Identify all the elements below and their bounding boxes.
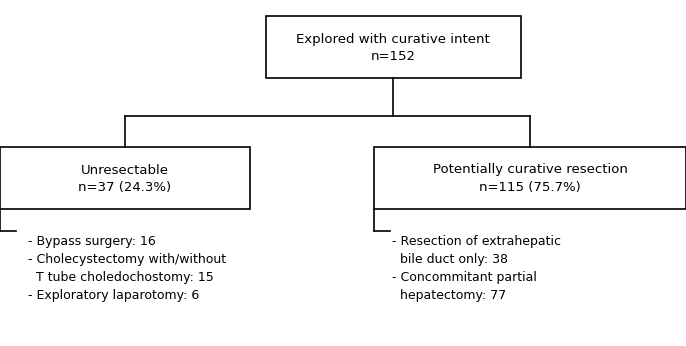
Text: n=115 (75.7%): n=115 (75.7%) [479,182,581,194]
Bar [374,147,686,209]
Text: - Resection of extrahepatic
  bile duct only: 38
- Concommitant partial
  hepate: - Resection of extrahepatic bile duct on… [392,235,561,302]
Bar [0,147,250,209]
Text: Potentially curative resection: Potentially curative resection [433,164,628,176]
Text: - Bypass surgery: 16
- Cholecystectomy with/without
  T tube choledochostomy: 15: - Bypass surgery: 16 - Cholecystectomy w… [28,235,226,302]
Text: n=152: n=152 [370,51,416,64]
Text: Explored with curative intent: Explored with curative intent [296,33,490,46]
Text: Unresectable: Unresectable [81,164,169,176]
Bar [265,16,521,78]
Text: n=37 (24.3%): n=37 (24.3%) [78,182,172,194]
